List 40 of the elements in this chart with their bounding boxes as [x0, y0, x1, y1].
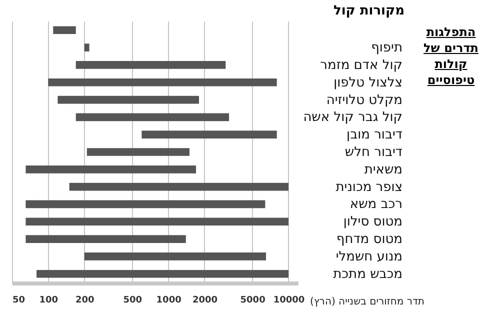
y-tick-label: תיפוף [371, 40, 402, 56]
x-tick-label: 2000 [192, 296, 218, 306]
y-tick-label: מטוס מדחף [336, 232, 402, 248]
y-tick-label: קול גבר קול אשה [303, 110, 402, 126]
y-tick-label: מנוע חשמלי [336, 249, 402, 264]
bar [53, 26, 76, 34]
y-tick-label: צלצול טלפון [334, 75, 402, 90]
bar [76, 61, 226, 69]
x-axis-title: תדר מחזורים בשנייה (הרץ) [310, 296, 424, 308]
bar [142, 130, 277, 139]
bar [48, 78, 277, 86]
y-tick-label: מקלט טלויזיה [326, 92, 402, 108]
y-tick-label: משאית [364, 162, 402, 178]
x-tick-label: 500 [123, 296, 142, 306]
x-tick-label: 10000 [273, 296, 305, 306]
bar [84, 252, 266, 260]
bar [26, 200, 266, 208]
bar [84, 44, 90, 52]
text: התפלגות תדרים של קולות טיפוסיים [422, 24, 480, 88]
x-tick-label: 1000 [156, 296, 182, 306]
y-tick-label: צופר מכונית [336, 180, 402, 195]
y-tick-label: רכב משא [350, 197, 402, 212]
y-tick-label: מכבש מתכת [333, 266, 402, 282]
y-tick-label: דיבור מובן [346, 128, 402, 143]
bar [86, 148, 190, 156]
bar [76, 113, 230, 122]
bar [26, 165, 196, 174]
x-tick-label: 200 [75, 296, 94, 306]
bar [36, 270, 288, 278]
x-tick-label: 100 [39, 296, 58, 306]
bar [26, 218, 288, 226]
y-tick-label: דיבור חלש [344, 145, 402, 160]
x-tick-label: 5000 [240, 296, 266, 306]
y-tick-label: מטוס סילון [343, 214, 402, 230]
y-axis-title: מקורות קול [333, 4, 404, 18]
x-tick-label: 50 [12, 296, 26, 306]
bar [58, 96, 199, 104]
y-tick-label: קול אדם מזמר [320, 58, 402, 73]
bar [69, 182, 288, 191]
bar [26, 235, 186, 243]
